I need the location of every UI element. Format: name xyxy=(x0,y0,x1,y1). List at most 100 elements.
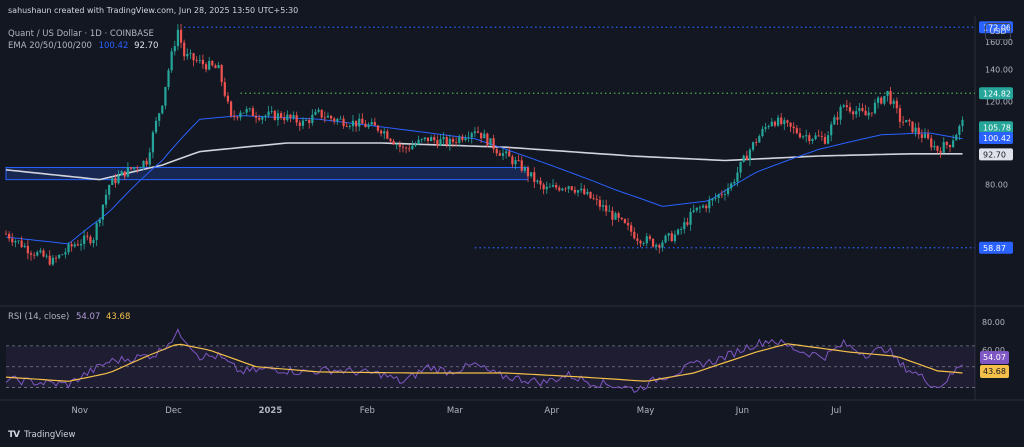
candle-body xyxy=(26,245,29,254)
candle-body xyxy=(433,137,436,141)
candle xyxy=(558,185,561,192)
candle-body xyxy=(776,117,780,126)
candle xyxy=(220,63,223,87)
candle xyxy=(858,102,861,117)
candle xyxy=(886,90,889,102)
candle-body xyxy=(545,186,548,190)
candle xyxy=(495,147,498,157)
rsi-legend[interactable]: RSI (14, close) 54.07 43.68 xyxy=(8,312,130,322)
candle xyxy=(373,117,376,126)
candle-body xyxy=(67,244,70,253)
candle xyxy=(892,98,895,109)
symbol-title[interactable]: Quant / US Dollar · 1D · COINBASE xyxy=(8,29,154,39)
candle-body xyxy=(861,107,864,111)
candle xyxy=(786,119,789,128)
candle-body xyxy=(939,150,942,153)
tradingview-brand[interactable]: TV TradingView xyxy=(8,430,75,440)
candle xyxy=(229,100,233,119)
candle-body xyxy=(42,250,45,257)
rsi-tick-60: 60.00 xyxy=(982,346,1005,355)
candle-body xyxy=(361,118,364,124)
candle xyxy=(426,137,430,144)
candle xyxy=(42,248,45,258)
candle xyxy=(742,154,745,163)
candle-body xyxy=(839,106,842,120)
candle xyxy=(545,181,548,194)
candle xyxy=(601,199,605,212)
candle-body xyxy=(867,112,870,116)
candle-body xyxy=(501,153,505,156)
candle xyxy=(376,124,380,133)
candle-body xyxy=(336,119,339,122)
candle xyxy=(295,111,298,127)
candle xyxy=(148,147,151,168)
candle-body xyxy=(767,126,770,127)
candle xyxy=(486,132,489,148)
candle-body xyxy=(383,131,386,134)
candle-body xyxy=(895,100,898,109)
candle-body xyxy=(367,124,370,128)
candle-body xyxy=(48,255,51,265)
candle xyxy=(311,109,314,126)
candle-body xyxy=(933,146,936,148)
candle xyxy=(323,111,326,123)
candle-body xyxy=(645,236,648,244)
candle-body xyxy=(948,144,952,148)
candle-body xyxy=(136,167,139,169)
candle xyxy=(655,243,658,251)
price-label-bg xyxy=(979,121,1013,134)
candle-body xyxy=(726,188,730,195)
candle xyxy=(851,109,855,120)
candle xyxy=(133,166,136,172)
candle-body xyxy=(601,205,605,207)
candle-body xyxy=(36,252,39,256)
candle xyxy=(345,122,348,128)
candle-body xyxy=(558,187,561,191)
candle-body xyxy=(248,108,251,110)
ema-legend[interactable]: EMA 20/50/100/200 100.42 92.70 xyxy=(8,41,158,51)
candle-body xyxy=(905,120,908,123)
candle xyxy=(902,116,905,126)
candle-body xyxy=(411,145,414,150)
candle-body xyxy=(73,244,76,247)
candle xyxy=(54,255,58,263)
candle xyxy=(154,116,158,134)
candle xyxy=(211,60,214,67)
candle xyxy=(292,111,295,120)
candle-body xyxy=(323,117,326,119)
candle-body xyxy=(45,255,48,257)
candle xyxy=(11,233,14,246)
candle xyxy=(701,203,705,209)
candle xyxy=(755,138,758,146)
price-label-bg xyxy=(979,148,1013,161)
candle xyxy=(270,106,273,115)
candle xyxy=(467,131,470,143)
candle xyxy=(592,194,595,201)
candle xyxy=(489,138,492,146)
candle-body xyxy=(339,118,342,120)
candle xyxy=(636,233,639,246)
candle-body xyxy=(392,141,395,145)
candle xyxy=(86,231,89,241)
candle xyxy=(936,145,939,154)
candle xyxy=(242,112,245,114)
candle-body xyxy=(4,233,8,235)
candle-body xyxy=(108,185,111,195)
candle xyxy=(864,104,867,116)
currency-button[interactable]: USD xyxy=(985,23,1011,40)
candle xyxy=(329,114,333,122)
candle-body xyxy=(395,144,398,145)
candle-body xyxy=(855,111,858,115)
candle-body xyxy=(267,111,270,116)
candle xyxy=(501,148,505,161)
candle xyxy=(942,137,945,154)
price-axis-labels: 172.06 124.82 105.78 100.42 92.70 58.87 xyxy=(979,21,1013,254)
candle xyxy=(286,110,289,122)
candle xyxy=(505,149,508,159)
candle xyxy=(136,165,139,174)
candle xyxy=(420,138,423,143)
candle xyxy=(405,146,408,154)
candle xyxy=(170,48,173,73)
candle xyxy=(470,131,473,144)
